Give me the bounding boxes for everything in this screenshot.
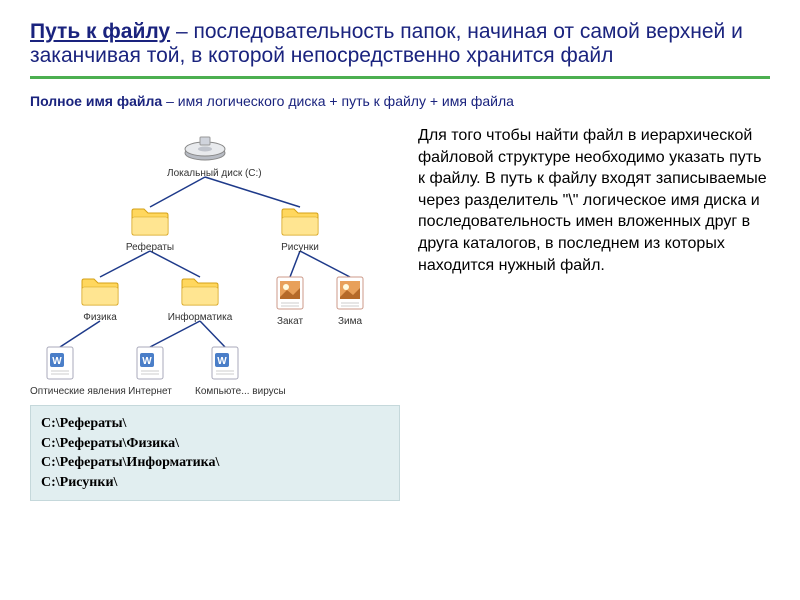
tree-node-informatika: Информатика <box>165 275 235 323</box>
title-block: Путь к файлу – последовательность папок,… <box>30 20 770 68</box>
tree-node-label: Закат <box>260 316 320 327</box>
word-icon: W <box>195 345 255 384</box>
tree-node-zakat: Закат <box>260 275 320 327</box>
folder-icon <box>115 205 185 240</box>
right-column: Для того чтобы найти файл в иерархическо… <box>418 125 770 501</box>
divider <box>30 76 770 79</box>
tree-node-zima: Зима <box>320 275 380 327</box>
subtitle-term: Полное имя файла <box>30 93 162 109</box>
tree-node-internet: W Интернет <box>120 345 180 397</box>
subtitle-block: Полное имя файла – имя логического диска… <box>30 93 770 109</box>
svg-text:W: W <box>52 356 62 367</box>
image-icon <box>260 275 320 314</box>
disk-icon <box>167 135 243 166</box>
path-line: С:\Рисунки\ <box>41 473 389 493</box>
paths-box: С:\Рефераты\С:\Рефераты\Физика\С:\Рефера… <box>30 405 400 501</box>
word-icon: W <box>120 345 180 384</box>
tree-node-label: Интернет <box>120 386 180 397</box>
tree-node-referaty: Рефераты <box>115 205 185 253</box>
left-column: Локальный диск (С:) Рефераты Рисунки Физ… <box>30 125 400 501</box>
tree-node-label: Зима <box>320 316 380 327</box>
tree-node-label: Оптические явления <box>30 386 90 397</box>
body-text: Для того чтобы найти файл в иерархическо… <box>418 125 770 276</box>
title-term: Путь к файлу <box>30 20 170 43</box>
subtitle-definition: – имя логического диска + путь к файлу +… <box>162 93 514 109</box>
tree-node-label: Рефераты <box>115 242 185 253</box>
tree-node-label: Компьюте... вирусы <box>195 386 255 397</box>
tree-node-fizika: Физика <box>65 275 135 323</box>
tree-node-label: Рисунки <box>265 242 335 253</box>
tree-node-optich: W Оптические явления <box>30 345 90 397</box>
tree-node-label: Информатика <box>165 312 235 323</box>
folder-icon <box>265 205 335 240</box>
tree-node-label: Физика <box>65 312 135 323</box>
tree-node-disk: Локальный диск (С:) <box>167 135 243 179</box>
path-line: С:\Рефераты\Информатика\ <box>41 453 389 473</box>
path-line: С:\Рефераты\Физика\ <box>41 434 389 454</box>
path-line: С:\Рефераты\ <box>41 414 389 434</box>
folder-icon <box>65 275 135 310</box>
tree-node-virus: W Компьюте... вирусы <box>195 345 255 397</box>
folder-icon <box>165 275 235 310</box>
image-icon <box>320 275 380 314</box>
svg-text:W: W <box>142 356 152 367</box>
svg-text:W: W <box>217 356 227 367</box>
file-tree-diagram: Локальный диск (С:) Рефераты Рисунки Физ… <box>30 125 400 395</box>
tree-node-label: Локальный диск (С:) <box>167 168 243 179</box>
tree-node-risunki: Рисунки <box>265 205 335 253</box>
content-row: Локальный диск (С:) Рефераты Рисунки Физ… <box>30 125 770 501</box>
word-icon: W <box>30 345 90 384</box>
